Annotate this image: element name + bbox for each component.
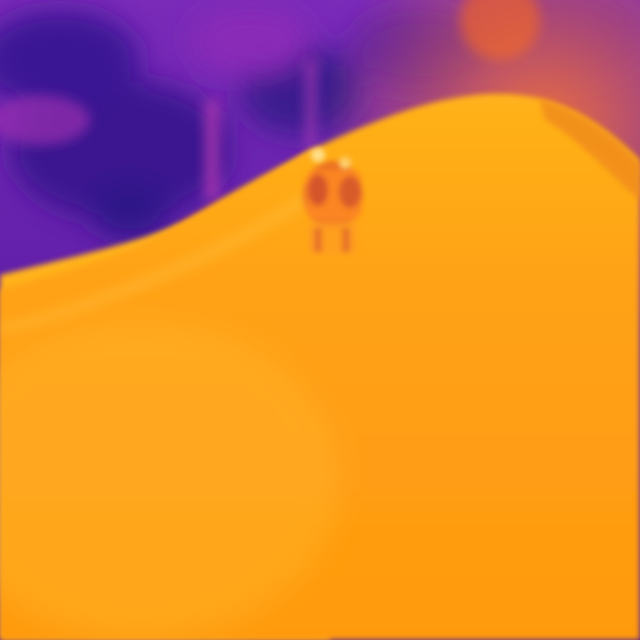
left-road-edge-line	[0, 185, 323, 335]
distant-vehicle-heat-signature	[303, 161, 363, 254]
right-road-edge	[540, 100, 640, 200]
vehicle-lights-hotspots	[311, 148, 351, 169]
foreground-light-patch	[0, 320, 340, 640]
